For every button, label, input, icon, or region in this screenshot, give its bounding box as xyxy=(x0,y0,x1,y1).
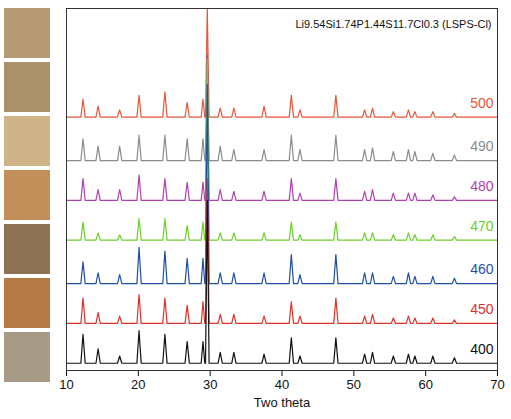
svg-text:60: 60 xyxy=(418,377,432,392)
svg-text:500: 500 xyxy=(470,95,494,111)
svg-text:460: 460 xyxy=(470,261,494,277)
svg-text:450: 450 xyxy=(470,301,494,317)
svg-text:400: 400 xyxy=(470,341,494,357)
svg-text:40: 40 xyxy=(275,377,289,392)
svg-text:480: 480 xyxy=(470,178,494,194)
svg-text:50: 50 xyxy=(347,377,361,392)
svg-text:470: 470 xyxy=(470,218,494,234)
svg-text:Two theta: Two theta xyxy=(254,395,311,410)
svg-text:70: 70 xyxy=(490,377,504,392)
svg-text:Li9.54Si1.74P1.44S11.7Cl0.3 (L: Li9.54Si1.74P1.44S11.7Cl0.3 (LSPS-Cl) xyxy=(295,18,491,30)
svg-text:10: 10 xyxy=(59,377,73,392)
svg-text:30: 30 xyxy=(203,377,217,392)
svg-text:490: 490 xyxy=(470,138,494,154)
svg-text:20: 20 xyxy=(131,377,145,392)
